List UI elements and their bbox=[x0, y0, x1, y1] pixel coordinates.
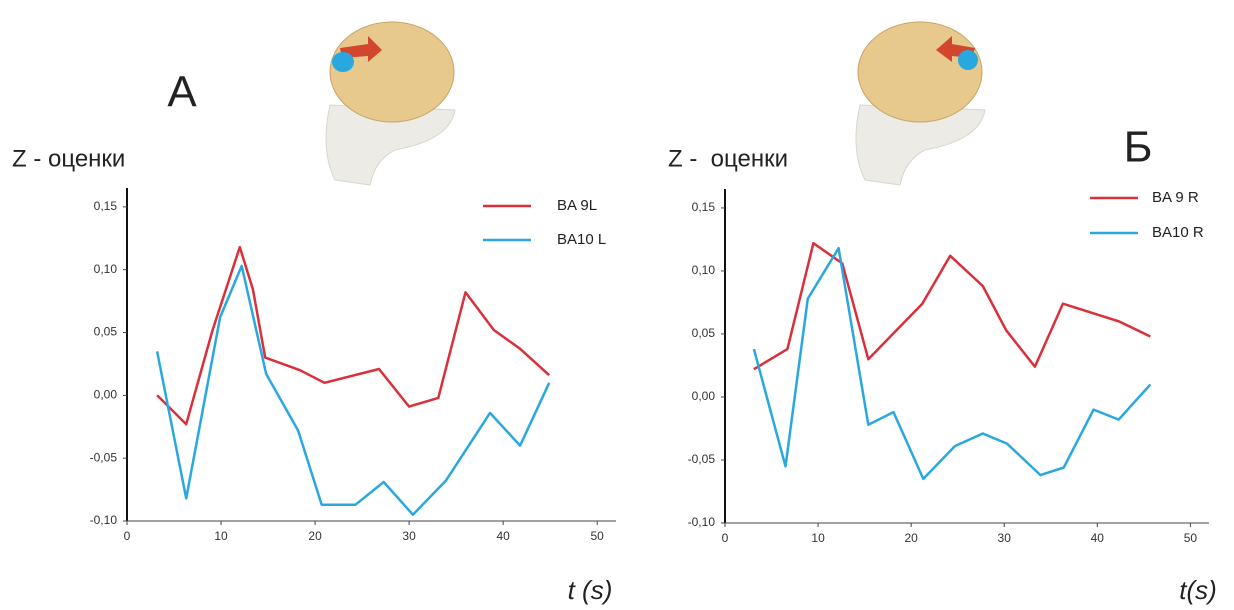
y-tick-label: 0,15 bbox=[94, 199, 118, 213]
x-tick-label: 40 bbox=[1091, 531, 1105, 545]
legend-label: BA 9L bbox=[557, 197, 597, 214]
x-tick-label: 30 bbox=[402, 529, 416, 543]
x-tick-label: 10 bbox=[214, 529, 228, 543]
y-tick-label: -0,10 bbox=[688, 515, 716, 529]
y-axis-label: Z - оценки bbox=[668, 145, 788, 172]
y-tick-label: -0,05 bbox=[90, 450, 118, 464]
x-tick-label: 50 bbox=[591, 529, 605, 543]
panel-label: Б bbox=[1124, 123, 1153, 172]
legend-label: BA 9 R bbox=[1152, 189, 1199, 206]
legend-label: BA10 L bbox=[557, 231, 606, 248]
x-tick-label: 50 bbox=[1184, 531, 1198, 545]
y-tick-label: 0,05 bbox=[94, 325, 118, 339]
x-axis-label: t (s) bbox=[568, 575, 613, 605]
legend-label: BA10 R bbox=[1152, 224, 1204, 241]
brain-illustration bbox=[856, 22, 985, 185]
chart: А Z - оценки t (s) -0,10 -0,05 0,00 0,05 0,10 0,… bbox=[0, 0, 1234, 610]
x-tick-label: 30 bbox=[998, 531, 1012, 545]
x-tick-label: 0 bbox=[124, 529, 131, 543]
y-tick-label: 0,00 bbox=[692, 389, 716, 403]
data-line bbox=[754, 243, 1151, 369]
y-tick-label: 0,05 bbox=[692, 326, 716, 340]
y-tick-label: -0,05 bbox=[688, 452, 716, 466]
x-tick-label: 0 bbox=[722, 531, 729, 545]
data-line bbox=[754, 248, 1151, 479]
x-tick-label: 20 bbox=[308, 529, 322, 543]
y-tick-label: -0,10 bbox=[90, 513, 118, 527]
y-tick-label: 0,15 bbox=[692, 200, 716, 214]
y-axis-label: Z - оценки bbox=[12, 145, 125, 172]
x-tick-label: 40 bbox=[496, 529, 510, 543]
brain-illustration bbox=[326, 22, 455, 185]
y-tick-label: 0,10 bbox=[94, 262, 118, 276]
x-tick-label: 10 bbox=[811, 531, 825, 545]
x-axis-label: t(s) bbox=[1179, 575, 1217, 605]
y-tick-label: 0,00 bbox=[94, 388, 118, 402]
data-line bbox=[157, 266, 549, 515]
panel-label: А bbox=[167, 68, 197, 117]
y-tick-label: 0,10 bbox=[692, 263, 716, 277]
x-tick-label: 20 bbox=[904, 531, 918, 545]
